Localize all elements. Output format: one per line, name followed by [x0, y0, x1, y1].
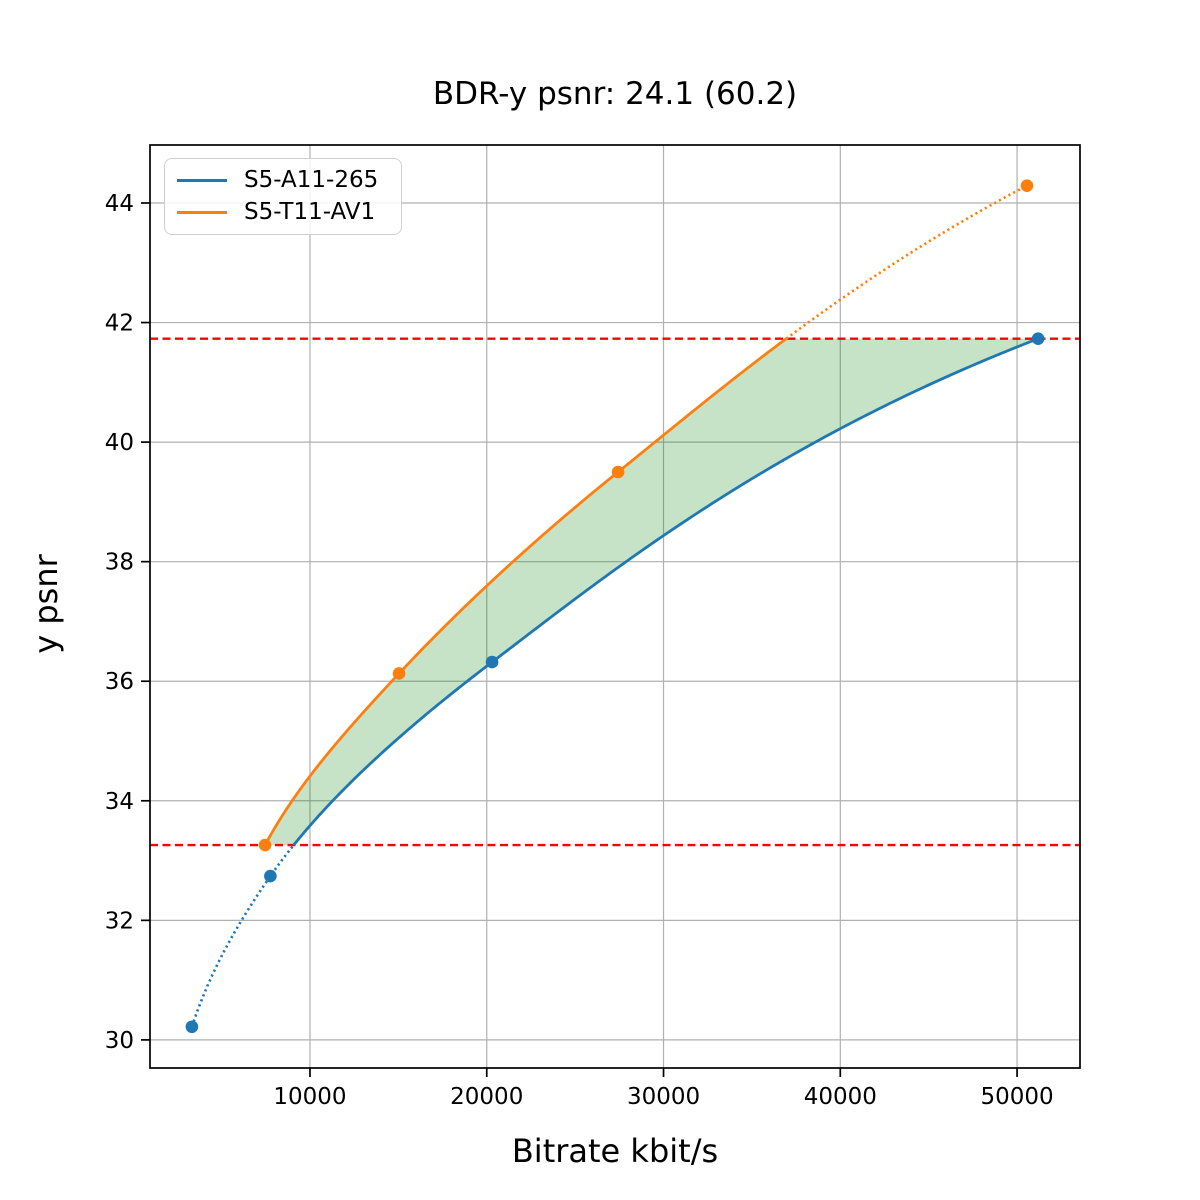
series-1-path — [292, 337, 1039, 846]
y-tick-label: 40 — [105, 430, 134, 456]
y-tick-label: 34 — [105, 789, 134, 815]
series-2-data-point — [258, 838, 272, 852]
legend-label-1: S5-A11-265 — [244, 167, 379, 193]
x-tick-label: 10000 — [273, 1084, 346, 1110]
y-tick-label: 32 — [105, 908, 134, 934]
plot-border — [149, 144, 1081, 1069]
series-2-path — [263, 337, 788, 846]
series-1-data-point — [1031, 332, 1045, 345]
y-tick-label: 44 — [105, 191, 134, 217]
series-1-data-point — [485, 655, 499, 669]
y-tick-label: 36 — [105, 669, 134, 695]
legend-item-2: S5-T11-AV1 — [177, 201, 389, 224]
x-tick-label: 20000 — [450, 1084, 523, 1110]
y-tick-label: 38 — [105, 550, 134, 576]
series-1-data-point — [264, 869, 277, 883]
legend-line-sample-orange — [177, 211, 227, 214]
series-1-dotted-path — [190, 844, 295, 1028]
x-tick-label: 50000 — [980, 1084, 1053, 1110]
legend: S5-A11-265 S5-T11-AV1 — [164, 158, 402, 235]
series-2-dotted-path — [785, 184, 1028, 340]
x-tick-label: 30000 — [627, 1084, 700, 1110]
legend-item-1: S5-A11-265 — [177, 169, 389, 192]
y-tick-label: 42 — [105, 311, 134, 337]
chart-title: BDR-y psnr: 24.1 (60.2) — [432, 76, 798, 112]
y-tick-label: 30 — [105, 1028, 134, 1054]
x-tick-label: 40000 — [804, 1084, 877, 1110]
bd-overlap-fill — [265, 338, 1039, 846]
series-2-data-point — [392, 667, 406, 680]
series-1-data-point — [185, 1020, 199, 1034]
series-2-data-point — [1020, 179, 1034, 192]
x-axis-label: Bitrate kbit/s — [511, 1132, 719, 1170]
legend-line-sample-blue — [177, 179, 227, 182]
legend-label-2: S5-T11-AV1 — [244, 199, 376, 225]
series-2-data-point — [611, 465, 625, 479]
